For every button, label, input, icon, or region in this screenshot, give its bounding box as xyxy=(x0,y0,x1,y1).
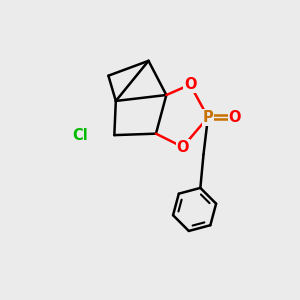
Text: O: O xyxy=(176,140,189,154)
Text: Cl: Cl xyxy=(72,128,88,142)
Text: O: O xyxy=(229,110,241,125)
Text: O: O xyxy=(184,77,197,92)
Text: P: P xyxy=(202,110,213,125)
